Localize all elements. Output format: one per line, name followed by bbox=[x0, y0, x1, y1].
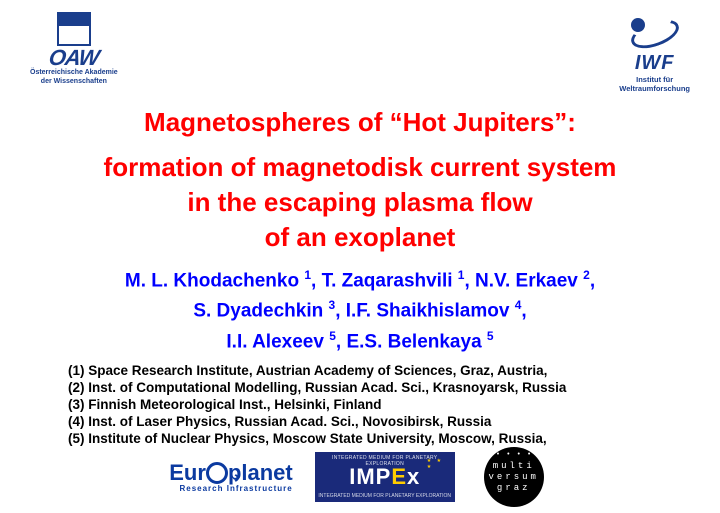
impex-bot: INTEGRATED MEDIUM FOR PLANETARY EXPLORAT… bbox=[315, 493, 455, 499]
iwf-logo: IWF Institut für Weltraumforschung bbox=[619, 12, 690, 93]
affil-3: (3) Finnish Meteorological Inst., Helsin… bbox=[68, 396, 700, 413]
oaw-subtext-2: der Wissenschaften bbox=[41, 78, 107, 86]
authors-line-3: I.I. Alexeev 5, E.S. Belenkaya 5 bbox=[20, 324, 700, 354]
authors-block: M. L. Khodachenko 1, T. Zaqarashvili 1, … bbox=[20, 263, 700, 354]
slide: OAW Österreichische Akademie der Wissens… bbox=[0, 0, 720, 509]
oaw-logo: OAW Österreichische Akademie der Wissens… bbox=[30, 12, 118, 86]
impex-main: IMPEx bbox=[349, 464, 420, 490]
multiversum-text: multi versum graz bbox=[477, 461, 551, 494]
oaw-subtext-1: Österreichische Akademie bbox=[30, 69, 118, 77]
impex-logo: INTEGRATED MEDIUM FOR PLANETARY EXPLORAT… bbox=[315, 452, 455, 502]
europlanet-right: planet bbox=[228, 460, 293, 485]
title-line-2: formation of magnetodisk current system bbox=[20, 152, 700, 183]
europlanet-o-icon bbox=[206, 462, 228, 484]
authors-line-1: M. L. Khodachenko 1, T. Zaqarashvili 1, … bbox=[20, 263, 700, 293]
europlanet-left: Eur bbox=[169, 460, 206, 485]
authors-line-2: S. Dyadechkin 3, I.F. Shaikhislamov 4, bbox=[20, 293, 700, 323]
iwf-subtext-2: Weltraumforschung bbox=[619, 84, 690, 93]
title-block: Magnetospheres of “Hot Jupiters”: format… bbox=[20, 93, 700, 253]
iwf-subtext-1: Institut für bbox=[636, 75, 673, 84]
top-logo-row: OAW Österreichische Akademie der Wissens… bbox=[20, 12, 700, 93]
europlanet-sub: Research Infrastructure bbox=[169, 484, 292, 493]
affiliations-block: (1) Space Research Institute, Austrian A… bbox=[68, 362, 700, 447]
iwf-orbit-icon bbox=[625, 16, 685, 52]
oaw-crest-icon bbox=[57, 12, 91, 46]
affil-2: (2) Inst. of Computational Modelling, Ru… bbox=[68, 379, 700, 396]
europlanet-logo: Eur planet Research Infrastructure bbox=[169, 452, 292, 502]
oaw-logo-text: OAW bbox=[48, 48, 100, 68]
impex-stars-icon bbox=[423, 456, 449, 482]
iwf-logo-text: IWF bbox=[635, 52, 675, 75]
title-line-1: Magnetospheres of “Hot Jupiters”: bbox=[20, 107, 700, 138]
affil-4: (4) Inst. of Laser Physics, Russian Acad… bbox=[68, 413, 700, 430]
affil-5: (5) Institute of Nuclear Physics, Moscow… bbox=[68, 430, 700, 447]
title-line-3: in the escaping plasma flow bbox=[20, 187, 700, 218]
multiversum-logo: multi versum graz bbox=[477, 447, 551, 507]
bottom-logo-row: Eur planet Research Infrastructure INTEGR… bbox=[20, 447, 700, 513]
affil-1: (1) Space Research Institute, Austrian A… bbox=[68, 362, 700, 379]
title-line-4: of an exoplanet bbox=[20, 222, 700, 253]
